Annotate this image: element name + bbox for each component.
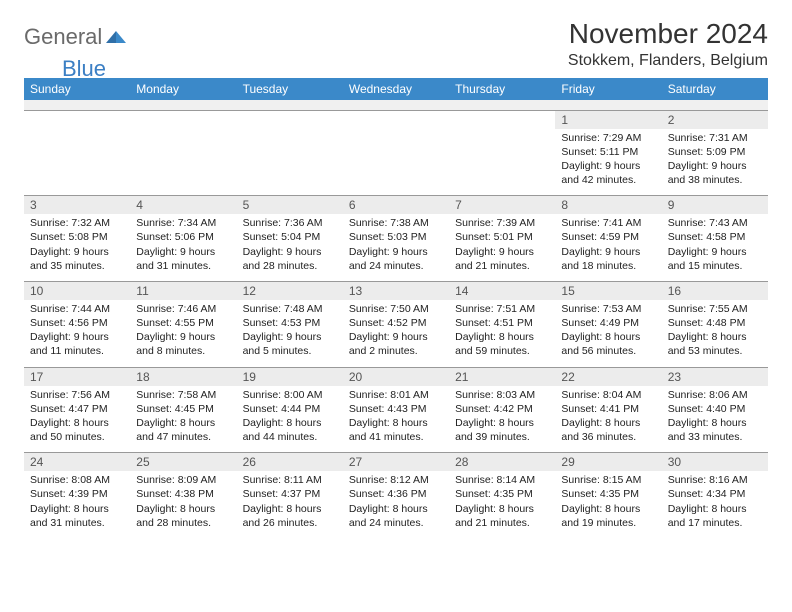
day-detail: Sunrise: 7:39 AMSunset: 5:01 PMDaylight:… xyxy=(449,214,555,281)
day-detail: Sunrise: 7:32 AMSunset: 5:08 PMDaylight:… xyxy=(24,214,130,281)
daynum-row: 24252627282930 xyxy=(24,453,768,472)
day-detail: Sunrise: 7:36 AMSunset: 5:04 PMDaylight:… xyxy=(237,214,343,281)
day-number: 14 xyxy=(449,281,555,300)
detail-row: Sunrise: 7:29 AMSunset: 5:11 PMDaylight:… xyxy=(24,129,768,196)
day-detail: Sunrise: 7:44 AMSunset: 4:56 PMDaylight:… xyxy=(24,300,130,367)
day-number: 2 xyxy=(662,110,768,129)
day-detail: Sunrise: 7:51 AMSunset: 4:51 PMDaylight:… xyxy=(449,300,555,367)
day-number xyxy=(24,110,130,129)
day-number: 19 xyxy=(237,367,343,386)
day-number xyxy=(343,110,449,129)
day-number: 22 xyxy=(555,367,661,386)
day-number xyxy=(237,110,343,129)
day-number: 7 xyxy=(449,196,555,215)
day-detail: Sunrise: 8:01 AMSunset: 4:43 PMDaylight:… xyxy=(343,386,449,453)
day-detail: Sunrise: 8:14 AMSunset: 4:35 PMDaylight:… xyxy=(449,471,555,538)
day-number: 30 xyxy=(662,453,768,472)
logo: General xyxy=(24,18,128,50)
location: Stokkem, Flanders, Belgium xyxy=(568,52,768,70)
day-number: 17 xyxy=(24,367,130,386)
dow-header: Monday xyxy=(130,78,236,100)
daynum-row: 17181920212223 xyxy=(24,367,768,386)
day-number: 28 xyxy=(449,453,555,472)
day-detail: Sunrise: 8:06 AMSunset: 4:40 PMDaylight:… xyxy=(662,386,768,453)
day-number: 10 xyxy=(24,281,130,300)
daynum-row: 3456789 xyxy=(24,196,768,215)
day-number: 3 xyxy=(24,196,130,215)
day-detail: Sunrise: 7:34 AMSunset: 5:06 PMDaylight:… xyxy=(130,214,236,281)
day-detail: Sunrise: 8:03 AMSunset: 4:42 PMDaylight:… xyxy=(449,386,555,453)
header: General November 2024 Stokkem, Flanders,… xyxy=(24,18,768,70)
day-number xyxy=(130,110,236,129)
day-detail: Sunrise: 7:43 AMSunset: 4:58 PMDaylight:… xyxy=(662,214,768,281)
dow-header-row: SundayMondayTuesdayWednesdayThursdayFrid… xyxy=(24,78,768,100)
day-detail: Sunrise: 8:12 AMSunset: 4:36 PMDaylight:… xyxy=(343,471,449,538)
day-number: 29 xyxy=(555,453,661,472)
day-detail xyxy=(237,129,343,196)
day-detail: Sunrise: 7:46 AMSunset: 4:55 PMDaylight:… xyxy=(130,300,236,367)
day-detail: Sunrise: 8:00 AMSunset: 4:44 PMDaylight:… xyxy=(237,386,343,453)
day-number: 1 xyxy=(555,110,661,129)
day-detail xyxy=(343,129,449,196)
day-number: 4 xyxy=(130,196,236,215)
day-number: 26 xyxy=(237,453,343,472)
detail-row: Sunrise: 7:32 AMSunset: 5:08 PMDaylight:… xyxy=(24,214,768,281)
day-detail xyxy=(130,129,236,196)
spacer xyxy=(24,100,768,110)
logo-triangle-icon xyxy=(106,29,126,45)
calendar-page: General November 2024 Stokkem, Flanders,… xyxy=(0,0,792,556)
month-title: November 2024 xyxy=(568,18,768,50)
day-number: 15 xyxy=(555,281,661,300)
dow-header: Saturday xyxy=(662,78,768,100)
day-detail: Sunrise: 8:09 AMSunset: 4:38 PMDaylight:… xyxy=(130,471,236,538)
day-detail: Sunrise: 7:58 AMSunset: 4:45 PMDaylight:… xyxy=(130,386,236,453)
dow-header: Wednesday xyxy=(343,78,449,100)
dow-header: Tuesday xyxy=(237,78,343,100)
day-number: 23 xyxy=(662,367,768,386)
day-detail: Sunrise: 7:56 AMSunset: 4:47 PMDaylight:… xyxy=(24,386,130,453)
detail-row: Sunrise: 8:08 AMSunset: 4:39 PMDaylight:… xyxy=(24,471,768,538)
day-number: 5 xyxy=(237,196,343,215)
day-detail: Sunrise: 7:29 AMSunset: 5:11 PMDaylight:… xyxy=(555,129,661,196)
dow-header: Friday xyxy=(555,78,661,100)
title-block: November 2024 Stokkem, Flanders, Belgium xyxy=(568,18,768,70)
logo-text-2: Blue xyxy=(62,56,106,82)
day-detail: Sunrise: 7:31 AMSunset: 5:09 PMDaylight:… xyxy=(662,129,768,196)
day-number: 21 xyxy=(449,367,555,386)
logo-text-1: General xyxy=(24,24,102,50)
day-detail: Sunrise: 7:48 AMSunset: 4:53 PMDaylight:… xyxy=(237,300,343,367)
day-number: 20 xyxy=(343,367,449,386)
day-detail: Sunrise: 8:16 AMSunset: 4:34 PMDaylight:… xyxy=(662,471,768,538)
day-number: 13 xyxy=(343,281,449,300)
day-number: 25 xyxy=(130,453,236,472)
day-detail: Sunrise: 8:15 AMSunset: 4:35 PMDaylight:… xyxy=(555,471,661,538)
day-detail xyxy=(449,129,555,196)
day-detail xyxy=(24,129,130,196)
day-detail: Sunrise: 7:55 AMSunset: 4:48 PMDaylight:… xyxy=(662,300,768,367)
day-detail: Sunrise: 7:38 AMSunset: 5:03 PMDaylight:… xyxy=(343,214,449,281)
day-detail: Sunrise: 7:41 AMSunset: 4:59 PMDaylight:… xyxy=(555,214,661,281)
day-number: 8 xyxy=(555,196,661,215)
day-number: 24 xyxy=(24,453,130,472)
day-number: 27 xyxy=(343,453,449,472)
detail-row: Sunrise: 7:56 AMSunset: 4:47 PMDaylight:… xyxy=(24,386,768,453)
day-number xyxy=(449,110,555,129)
day-detail: Sunrise: 7:53 AMSunset: 4:49 PMDaylight:… xyxy=(555,300,661,367)
day-number: 12 xyxy=(237,281,343,300)
day-detail: Sunrise: 8:08 AMSunset: 4:39 PMDaylight:… xyxy=(24,471,130,538)
day-detail: Sunrise: 7:50 AMSunset: 4:52 PMDaylight:… xyxy=(343,300,449,367)
day-number: 18 xyxy=(130,367,236,386)
day-number: 6 xyxy=(343,196,449,215)
calendar-table: SundayMondayTuesdayWednesdayThursdayFrid… xyxy=(24,78,768,538)
day-number: 11 xyxy=(130,281,236,300)
day-detail: Sunrise: 8:04 AMSunset: 4:41 PMDaylight:… xyxy=(555,386,661,453)
detail-row: Sunrise: 7:44 AMSunset: 4:56 PMDaylight:… xyxy=(24,300,768,367)
daynum-row: 10111213141516 xyxy=(24,281,768,300)
day-number: 9 xyxy=(662,196,768,215)
daynum-row: 12 xyxy=(24,110,768,129)
dow-header: Thursday xyxy=(449,78,555,100)
day-detail: Sunrise: 8:11 AMSunset: 4:37 PMDaylight:… xyxy=(237,471,343,538)
day-number: 16 xyxy=(662,281,768,300)
calendar-body: 12Sunrise: 7:29 AMSunset: 5:11 PMDayligh… xyxy=(24,100,768,538)
